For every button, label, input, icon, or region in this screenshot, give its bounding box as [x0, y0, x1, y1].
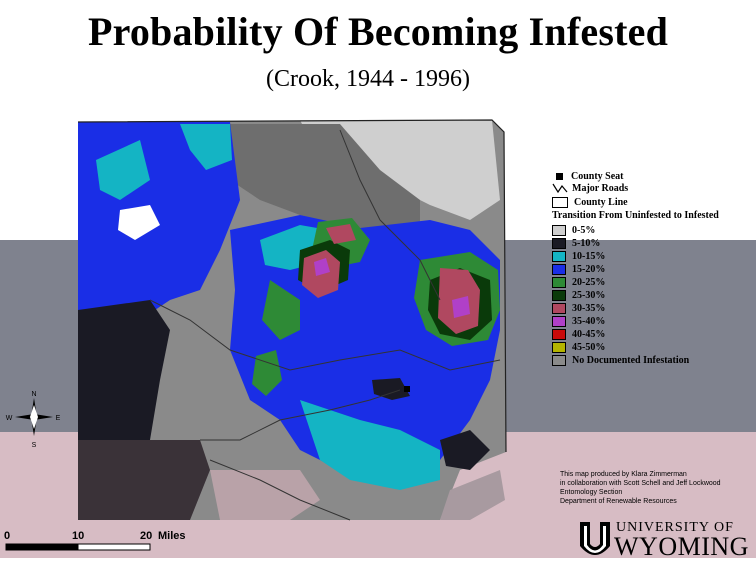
- legend-major-roads: Major Roads: [552, 182, 628, 194]
- legend-swatch: [552, 250, 566, 262]
- scale-label-10: 10: [72, 530, 85, 542]
- legend-heading: Transition From Uninfested to Infested: [552, 210, 719, 221]
- county-map: [77, 119, 507, 521]
- major-road-1: [149, 299, 501, 371]
- region-10-15-south: [300, 400, 440, 490]
- credit-line: Department of Renewable Resources: [560, 498, 677, 505]
- legend-class-label: 35-40%: [572, 315, 606, 327]
- legend-swatch: [552, 289, 566, 301]
- legend-county-seat-label: County Seat: [571, 170, 624, 182]
- legend-class-label: 20-25%: [572, 276, 606, 288]
- region-gray-north: [220, 124, 420, 230]
- legend-class-label: 15-20%: [572, 263, 606, 275]
- region-5-10-southeast: [440, 430, 490, 470]
- legend-class-9: 45-50%: [552, 341, 605, 353]
- scale-label-unit: Miles: [158, 530, 186, 542]
- legend-class-5: 25-30%: [552, 289, 605, 301]
- legend-swatch: [552, 341, 566, 353]
- legend-county-line: County Line: [552, 196, 628, 208]
- credit-line: Entomology Section: [560, 489, 623, 496]
- region-5-10-west: [78, 300, 170, 470]
- scale-label-20: 20: [140, 530, 153, 542]
- university-logo: UNIVERSITY OF WYOMING: [578, 518, 756, 561]
- region-20-25-southwest: [252, 350, 282, 396]
- legend-class-3: 15-20%: [552, 263, 605, 275]
- legend-class-label: No Documented Infestation: [572, 354, 690, 366]
- region-20-25-center: [262, 280, 300, 340]
- legend-class-2: 10-15%: [552, 250, 605, 262]
- legend-major-roads-label: Major Roads: [572, 182, 629, 194]
- legend-class-0: 0-5%: [552, 224, 595, 236]
- major-road-3: [200, 389, 401, 441]
- legend-class-label: 40-45%: [572, 328, 606, 340]
- legend-class-label: 30-35%: [572, 302, 606, 314]
- legend-class-7: 35-40%: [552, 315, 605, 327]
- legend-class-8: 40-45%: [552, 328, 605, 340]
- logo-line1: UNIVERSITY OF: [616, 520, 734, 535]
- major-road-4: [209, 459, 351, 521]
- map-title: Probability Of Becoming Infested: [87, 9, 669, 54]
- scale-label-0: 0: [4, 530, 11, 542]
- legend-swatch: [552, 237, 566, 249]
- legend-class-label: 45-50%: [572, 341, 606, 353]
- legend-class-label: 5-10%: [572, 237, 601, 249]
- legend-county-line-label: County Line: [574, 196, 628, 208]
- legend-class-label: 0-5%: [572, 224, 596, 236]
- logo-line2: WYOMING: [614, 532, 749, 561]
- legend-class-4: 20-25%: [552, 276, 605, 288]
- legend-swatch: [552, 276, 566, 288]
- legend-class-6: 30-35%: [552, 302, 605, 314]
- compass-e-label: E: [56, 415, 61, 422]
- region-35-40-east: [452, 296, 470, 318]
- county-line: [77, 119, 507, 453]
- legend-swatch: [552, 224, 566, 236]
- legend-class-label: 25-30%: [572, 289, 606, 301]
- scale-bar: [5, 543, 151, 551]
- legend-class-10: No Documented Infestation: [552, 354, 689, 366]
- region-35-40-north: [314, 258, 330, 276]
- compass-rose: N S E W: [6, 391, 61, 449]
- road-icon: [552, 183, 568, 194]
- credit-line: This map produced by Klara Zimmerman: [560, 471, 687, 478]
- legend-class-1: 5-10%: [552, 237, 600, 249]
- county-seat-marker: [404, 386, 410, 392]
- legend-county-seat: County Seat: [552, 170, 624, 182]
- map-subtitle: (Crook, 1944 - 1996): [266, 66, 470, 92]
- region-pale-southeast: [440, 470, 505, 520]
- region-30-35-top: [326, 224, 356, 244]
- county-seat-icon: [556, 172, 563, 180]
- region-10-15-west: [180, 124, 232, 170]
- compass-s-label: S: [32, 442, 37, 449]
- compass-w-label: W: [6, 415, 13, 422]
- legend-swatch: [552, 328, 566, 340]
- region-5-10-west-2: [78, 440, 210, 520]
- map-credits: This map produced by Klara Zimmerman in …: [560, 470, 756, 506]
- major-road-2: [339, 129, 441, 301]
- region-10-15-west-2: [96, 140, 150, 200]
- region-pale-south: [210, 470, 320, 520]
- legend-class-label: 10-15%: [572, 250, 606, 262]
- uw-logo-mark-icon: [580, 522, 610, 555]
- region-5-10-streak: [372, 378, 410, 400]
- region-white-blotch: [118, 205, 160, 240]
- credit-line: in collaboration with Scott Schell and J…: [560, 480, 721, 487]
- legend-swatch: [552, 302, 566, 314]
- legend-swatch: [552, 315, 566, 327]
- legend-swatch: [552, 354, 566, 366]
- compass-n-label: N: [31, 391, 36, 398]
- county-line-icon: [552, 196, 568, 208]
- legend-swatch: [552, 263, 566, 275]
